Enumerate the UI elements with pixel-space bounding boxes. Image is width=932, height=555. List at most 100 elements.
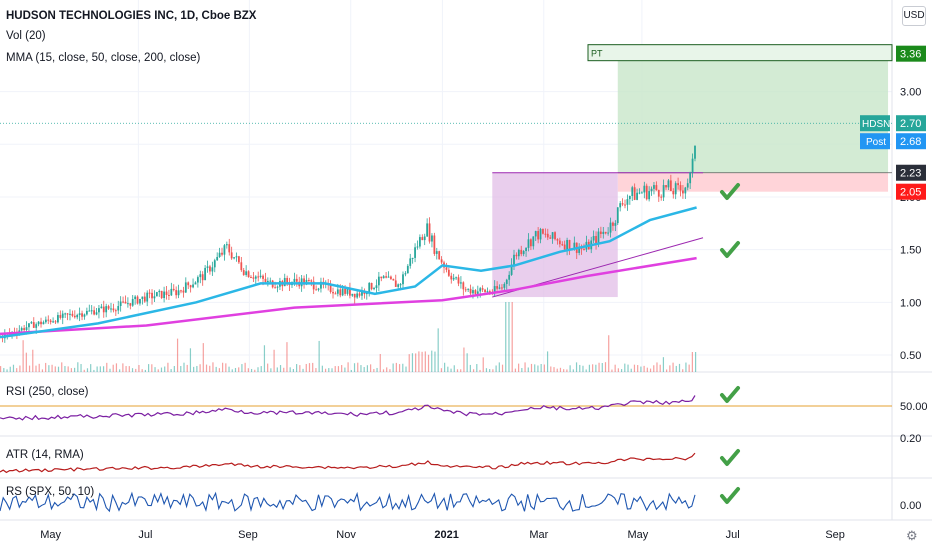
- settings-icon[interactable]: ⚙: [906, 528, 918, 543]
- candle-body: [602, 231, 605, 234]
- volume-bar: [173, 366, 175, 372]
- rs-legend[interactable]: RS (SPX, 50, 10): [6, 486, 95, 498]
- stop-zone[interactable]: [617, 172, 889, 192]
- volume-bar: [296, 364, 298, 372]
- volume-bar: [431, 350, 433, 372]
- candle-body: [71, 313, 74, 316]
- candle-body: [100, 306, 103, 309]
- candle-body: [361, 290, 363, 296]
- volume-bar: [54, 366, 56, 372]
- volume-bar: [463, 347, 465, 372]
- volume-bar: [331, 368, 333, 372]
- volume-bar: [67, 366, 69, 372]
- rsi-legend[interactable]: RSI (250, close): [6, 386, 89, 398]
- volume-bar: [662, 357, 665, 372]
- volume-bar: [164, 366, 166, 372]
- volume-bar: [563, 369, 565, 372]
- volume-bar: [624, 363, 626, 372]
- volume-bar: [424, 351, 426, 372]
- atr-line[interactable]: [0, 452, 696, 474]
- volume-bar: [476, 364, 478, 372]
- target-zone[interactable]: [617, 53, 889, 173]
- volume-bar: [160, 367, 163, 372]
- volume-bar: [12, 364, 15, 372]
- candle-body: [213, 260, 216, 268]
- candle-body: [503, 283, 506, 288]
- candle-body: [180, 290, 182, 292]
- volume-bar: [199, 364, 201, 372]
- candle-body: [78, 313, 81, 315]
- candle-body: [597, 231, 600, 244]
- time-axis-label: 2021: [434, 529, 458, 541]
- volume-bar: [466, 353, 468, 372]
- currency-button[interactable]: USD: [902, 6, 926, 26]
- volume-bar: [83, 369, 85, 372]
- volume-bar: [64, 366, 66, 372]
- candle-body: [209, 266, 211, 272]
- volume-bar: [321, 365, 323, 372]
- candle-body: [158, 290, 161, 293]
- candle-body: [406, 265, 409, 274]
- mma-legend[interactable]: MMA (15, close, 50, close, 200, close): [6, 52, 201, 64]
- candle-body: [93, 310, 96, 315]
- volume-bar: [540, 363, 542, 372]
- volume-bar: [572, 369, 574, 372]
- volume-bar: [366, 365, 369, 372]
- candle-body: [235, 256, 238, 258]
- rs-line[interactable]: [0, 491, 696, 513]
- candle-body: [674, 183, 677, 195]
- volume-bar: [299, 365, 301, 372]
- ma50-line[interactable]: [0, 206, 697, 339]
- candle-body: [643, 185, 646, 193]
- candle-body: [187, 282, 190, 286]
- candle-body: [624, 204, 626, 206]
- candle-body: [332, 291, 334, 294]
- ma200-line[interactable]: [0, 256, 697, 336]
- rsi-line[interactable]: [0, 395, 696, 421]
- volume-bar: [273, 349, 275, 372]
- candle-body: [392, 278, 395, 281]
- volume-bar: [99, 366, 101, 372]
- candle-body: [604, 231, 607, 234]
- candle-body: [423, 236, 426, 241]
- candle-body: [303, 278, 305, 285]
- candle-body: [428, 223, 431, 242]
- atr-legend[interactable]: ATR (14, RMA): [6, 449, 84, 461]
- candle-body: [73, 315, 76, 318]
- volume-legend[interactable]: Vol (20): [6, 30, 46, 42]
- volume-bar: [263, 345, 266, 372]
- volume-bar: [283, 367, 285, 372]
- candle-body: [312, 281, 315, 290]
- volume-bar: [469, 364, 471, 372]
- volume-bar: [25, 352, 27, 372]
- volume-bar: [238, 367, 240, 372]
- candle-body: [544, 233, 547, 235]
- volume-bar: [347, 362, 349, 372]
- candle-body: [307, 279, 310, 281]
- candle-body: [25, 327, 28, 331]
- pt-box[interactable]: [587, 44, 893, 62]
- volume-bar: [70, 368, 72, 372]
- volume-bar: [35, 365, 37, 372]
- candle-body: [404, 273, 407, 275]
- time-axis-label: Sep: [238, 529, 258, 541]
- volume-bar: [51, 364, 53, 372]
- volume-bar: [601, 363, 603, 372]
- volume-bar: [167, 362, 169, 372]
- candle-body: [377, 276, 380, 286]
- volume-bar: [48, 365, 50, 372]
- volume-bar: [0, 366, 2, 372]
- candle-body: [83, 314, 86, 317]
- volume-bar: [180, 366, 182, 372]
- volume-bar: [694, 352, 697, 372]
- volume-bar: [125, 366, 127, 372]
- volume-bar: [546, 351, 549, 372]
- price-axis-tick: 1.00: [900, 297, 921, 309]
- volume-bar: [360, 365, 362, 372]
- volume-bar: [472, 369, 475, 372]
- volume-bar: [495, 365, 497, 372]
- volume-bar: [678, 363, 681, 372]
- candle-body: [484, 289, 486, 292]
